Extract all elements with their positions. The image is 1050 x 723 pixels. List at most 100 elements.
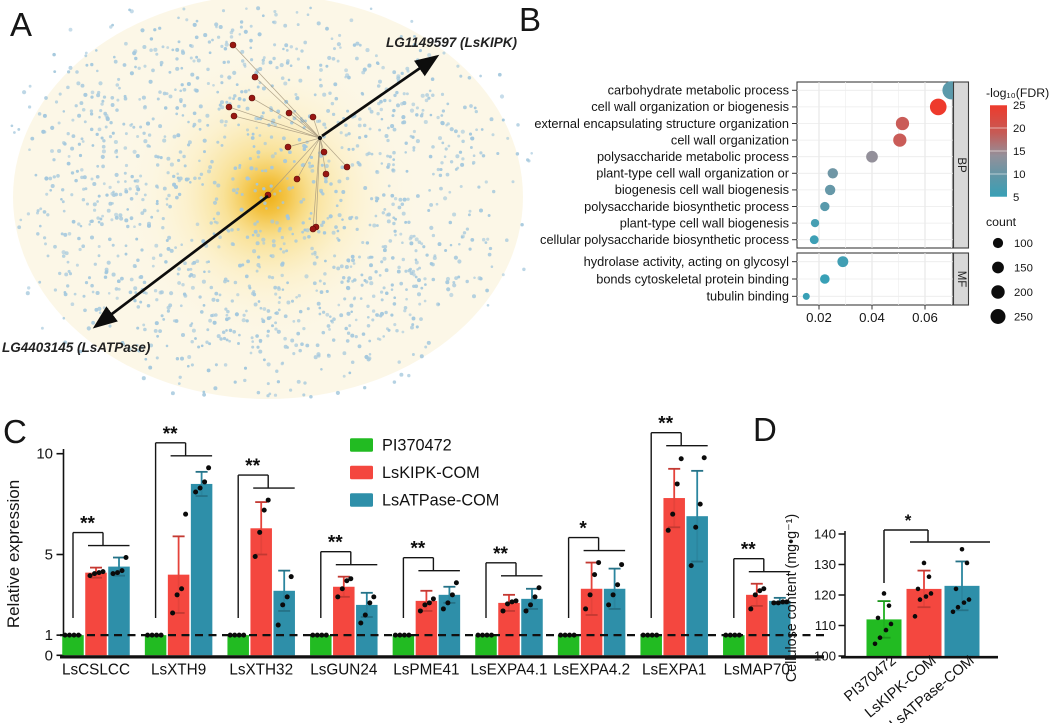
scatter-dot [429, 202, 434, 207]
scatter-dot [380, 260, 384, 264]
scatter-dot [216, 183, 221, 188]
scatter-dot [193, 176, 197, 181]
scatter-dot [505, 238, 509, 242]
scatter-dot [262, 358, 266, 362]
panel-b-label: B [519, 1, 542, 38]
scatter-dot [208, 342, 212, 346]
scatter-dot [84, 187, 88, 191]
scatter-dot [172, 134, 177, 139]
scatter-dot [322, 231, 327, 235]
legend-label: LsATPase-COM [382, 492, 499, 510]
scatter-dot [360, 273, 364, 277]
bar-PI370472-LsEXPA4.2 [557, 635, 580, 656]
scatter-dot [341, 190, 346, 194]
data-dot [71, 632, 77, 638]
scatter-dot [175, 112, 179, 116]
scatter-dot [522, 267, 526, 272]
scatter-dot [135, 154, 140, 158]
scatter-dot [279, 247, 283, 251]
scatter-dot [251, 345, 255, 349]
go-dot [895, 116, 910, 131]
scatter-dot [180, 83, 184, 87]
scatter-dot [90, 95, 94, 99]
scatter-dot [414, 260, 419, 265]
data-dot [649, 632, 655, 638]
scatter-dot [17, 225, 22, 230]
scatter-dot [44, 176, 49, 181]
scatter-dot [412, 234, 416, 238]
panel-d-label: D [753, 411, 777, 448]
scatter-dot [224, 119, 228, 124]
scatter-dot [296, 331, 301, 336]
scatter-dot [339, 46, 342, 49]
scatter-dot [66, 161, 71, 166]
scatter-dot [319, 188, 324, 193]
data-dot [202, 479, 208, 485]
scatter-dot [346, 258, 351, 263]
data-dot [314, 632, 320, 638]
scatter-dot [449, 160, 454, 164]
scatter-dot [469, 104, 473, 108]
scatter-dot [96, 200, 99, 203]
go-dot [820, 201, 830, 212]
scatter-dot [401, 121, 405, 125]
scatter-dot [270, 154, 275, 159]
sig-stars: * [905, 511, 912, 530]
scatter-dot [202, 138, 207, 143]
scatter-dot [401, 241, 404, 244]
scatter-dot [178, 150, 183, 154]
scatter-dot [175, 357, 180, 361]
data-dot [912, 614, 918, 619]
scatter-dot [101, 99, 105, 103]
scatter-dot [250, 136, 255, 140]
scatter-dot [70, 146, 75, 151]
scatter-dot [404, 151, 407, 154]
scatter-dot [291, 186, 295, 189]
scatter-dot [224, 307, 228, 311]
scatter-dot [190, 285, 195, 290]
scatter-dot [336, 229, 340, 233]
scatter-dot [89, 112, 94, 116]
scatter-dot [437, 242, 442, 247]
scatter-dot [251, 233, 255, 237]
scatter-dot [429, 225, 434, 230]
scatter-dot [294, 343, 299, 348]
scatter-dot [124, 218, 129, 223]
scatter-dot [141, 376, 146, 381]
scatter-dot [322, 92, 327, 97]
scatter-dot [187, 140, 192, 145]
scatter-dot [478, 208, 484, 213]
scatter-dot [182, 154, 186, 159]
scatter-dot [97, 127, 102, 132]
scatter-dot [417, 240, 422, 244]
scatter-dot [395, 90, 399, 95]
scatter-dot [61, 200, 65, 204]
scatter-dot [170, 391, 175, 396]
scatter-dot [46, 213, 50, 217]
go-dot [810, 218, 820, 228]
network-node [229, 41, 237, 49]
scatter-dot [228, 96, 232, 100]
data-dot [257, 529, 263, 535]
data-dot [583, 606, 589, 612]
bar-LsKIPK-COM-LsPME41 [415, 600, 438, 656]
scatter-dot [306, 65, 310, 69]
scatter-dot [453, 129, 458, 134]
scatter-dot [328, 91, 332, 95]
bar-PI370472-LsMAP70 [723, 635, 745, 656]
scatter-dot [216, 90, 220, 94]
scatter-dot [490, 265, 494, 268]
scatter-dot [343, 297, 347, 301]
scatter-dot [221, 9, 226, 13]
category-label: LsXTH32 [229, 662, 293, 679]
data-dot [928, 591, 934, 596]
network-node [285, 109, 293, 117]
scatter-dot [378, 128, 382, 132]
scatter-dot [133, 225, 136, 229]
scatter-dot [115, 296, 119, 300]
scatter-dot [154, 321, 159, 326]
scatter-dot [83, 120, 87, 124]
go-dot [827, 168, 838, 179]
scatter-dot [439, 167, 443, 172]
